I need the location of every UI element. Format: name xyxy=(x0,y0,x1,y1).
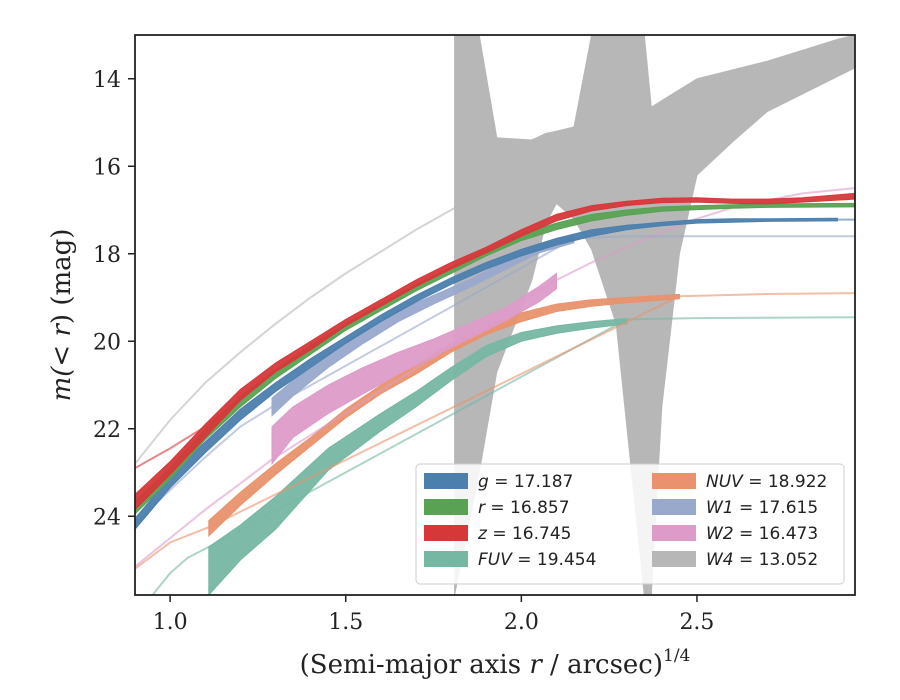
x-tick-label: 1.5 xyxy=(328,610,363,635)
y-tick-label: 18 xyxy=(93,243,121,268)
series-nuv-extrapolation xyxy=(135,292,855,570)
legend-swatch-w1 xyxy=(652,499,696,515)
x-axis-label-var: r xyxy=(529,650,543,680)
series-w4-band xyxy=(454,35,855,595)
series-z-band xyxy=(135,192,855,511)
y-axis-label-post: ) (mag) xyxy=(47,229,77,325)
legend-label-fuv: FUV = 19.454 xyxy=(478,550,596,570)
x-axis: 1.0 1.5 2.0 2.5 xyxy=(153,595,714,635)
series-w1-extrapolation xyxy=(135,235,855,524)
legend-item-w2: W2 = 16.473 xyxy=(652,524,818,544)
legend-swatch-nuv xyxy=(652,473,696,489)
y-axis-label: m(< r) (mag) xyxy=(47,229,77,402)
legend-label-z: z = 16.745 xyxy=(477,524,571,544)
legend-label-nuv: NUV = 18.922 xyxy=(706,472,827,492)
legend-item-r: r = 16.857 xyxy=(424,498,570,518)
y-tick-label: 16 xyxy=(93,155,121,180)
legend-item-w1: W1 = 17.615 xyxy=(652,498,818,518)
legend-label-g: g = 17.187 xyxy=(478,472,573,492)
x-axis-label-sup: 1/4 xyxy=(663,646,690,666)
x-tick-label: 1.0 xyxy=(153,610,188,635)
legend-label-w1: W1 = 17.615 xyxy=(706,498,818,518)
legend-item-g: g = 17.187 xyxy=(424,472,573,492)
x-axis-label-pre: (Semi-major axis xyxy=(300,650,530,680)
series-fuv-band xyxy=(208,317,628,595)
legend-item-z: z = 16.745 xyxy=(424,524,571,544)
legend-swatch-fuv xyxy=(424,551,468,567)
legend: g = 17.187 r = 16.857 z = 16.745 FUV = 19.4… xyxy=(415,463,845,585)
legend-item-fuv: FUV = 19.454 xyxy=(424,550,596,570)
legend-swatch-z xyxy=(424,525,468,541)
series-nuv-band xyxy=(208,293,680,538)
series-w2-band xyxy=(271,272,557,466)
x-axis-label-post: / arcsec) xyxy=(542,650,663,680)
series-g-band xyxy=(135,217,838,531)
legend-swatch-g xyxy=(424,473,468,489)
y-axis-label-pre: m( xyxy=(47,366,77,402)
x-tick-label: 2.0 xyxy=(504,610,539,635)
legend-label-r: r = 16.857 xyxy=(478,498,570,518)
legend-frame xyxy=(415,463,845,585)
x-axis-label: (Semi-major axis r / arcsec)1/4 xyxy=(300,646,691,680)
legend-item-w4: W4 = 13.052 xyxy=(652,550,818,570)
y-axis-label-var: < r xyxy=(47,323,77,367)
legend-swatch-w2 xyxy=(652,525,696,541)
legend-swatch-w4 xyxy=(652,551,696,567)
x-tick-label: 2.5 xyxy=(679,610,714,635)
y-tick-label: 14 xyxy=(93,68,121,93)
legend-item-nuv: NUV = 18.922 xyxy=(652,472,827,492)
legend-label-w4: W4 = 13.052 xyxy=(706,550,818,570)
y-tick-label: 20 xyxy=(93,330,121,355)
legend-label-w2: W2 = 16.473 xyxy=(706,524,818,544)
y-tick-label: 24 xyxy=(93,505,121,530)
plot-area xyxy=(135,35,855,595)
legend-swatch-r xyxy=(424,499,468,515)
y-axis: 14 16 18 20 22 24 xyxy=(93,68,135,530)
plot-frame xyxy=(134,34,856,596)
y-tick-label: 22 xyxy=(93,418,121,443)
